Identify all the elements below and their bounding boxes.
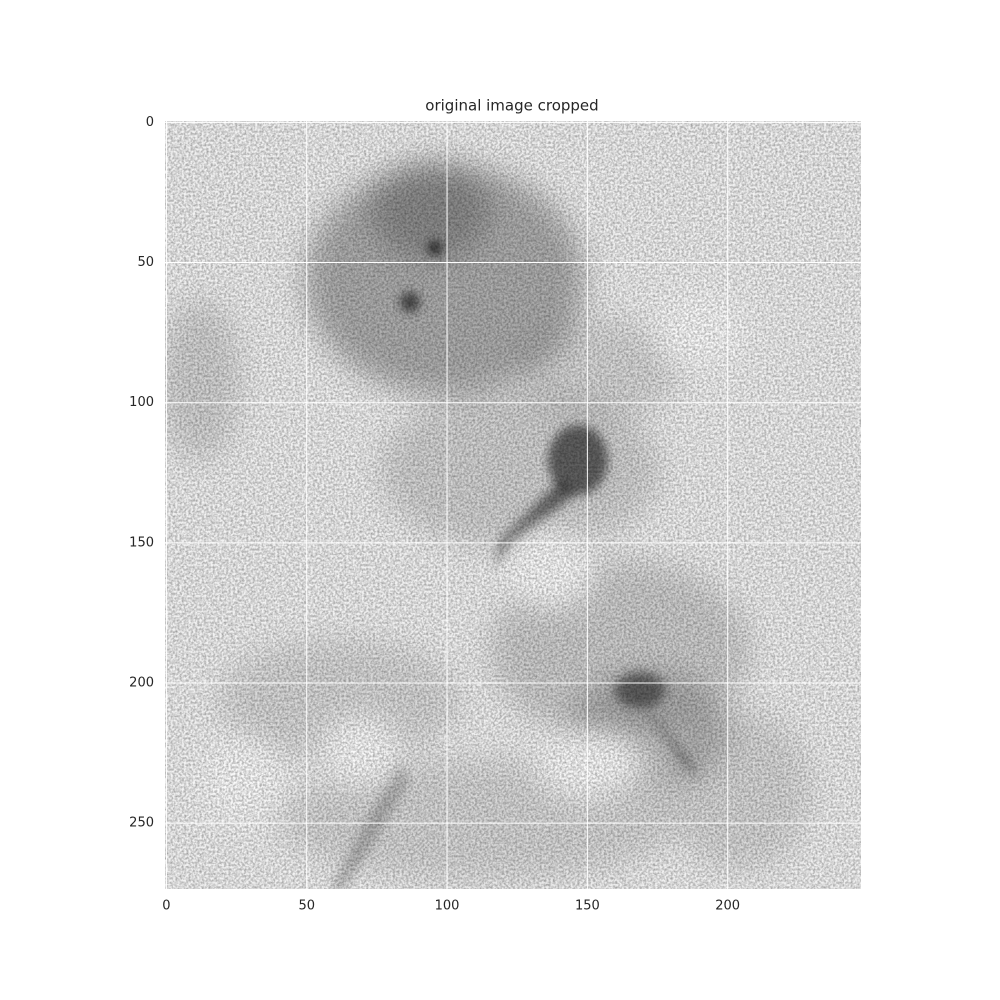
- y-tick-label: 0: [146, 115, 154, 130]
- image: [165, 121, 861, 889]
- y-tick-label: 200: [129, 675, 154, 690]
- x-tick-label: 150: [575, 899, 600, 914]
- x-tick-label: 200: [715, 899, 740, 914]
- x-tick-label: 100: [435, 899, 460, 914]
- x-tick-label: 50: [298, 899, 315, 914]
- y-tick-label: 100: [129, 395, 154, 410]
- x-tick-label: 0: [162, 899, 170, 914]
- y-tick-label: 250: [129, 816, 154, 831]
- chart-title: original image cropped: [425, 97, 598, 115]
- y-tick-label: 50: [137, 255, 154, 270]
- y-tick-label: 150: [129, 535, 154, 550]
